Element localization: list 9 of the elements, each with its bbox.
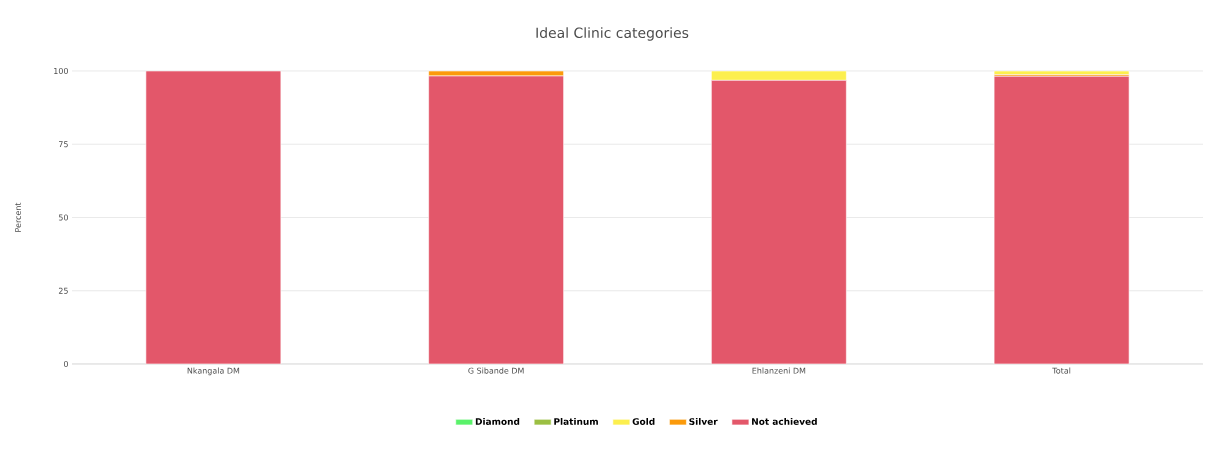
legend-label: Gold (632, 417, 655, 425)
bar (993, 75, 1130, 364)
chart-title: Ideal Clinic categories (536, 27, 689, 41)
legend-label: Silver (689, 417, 718, 425)
legend-label: Not achieved (752, 417, 817, 425)
bar (428, 75, 564, 364)
legend-label: Platinum (554, 417, 598, 425)
legend-label: Diamond (475, 417, 520, 425)
bar (145, 70, 282, 364)
